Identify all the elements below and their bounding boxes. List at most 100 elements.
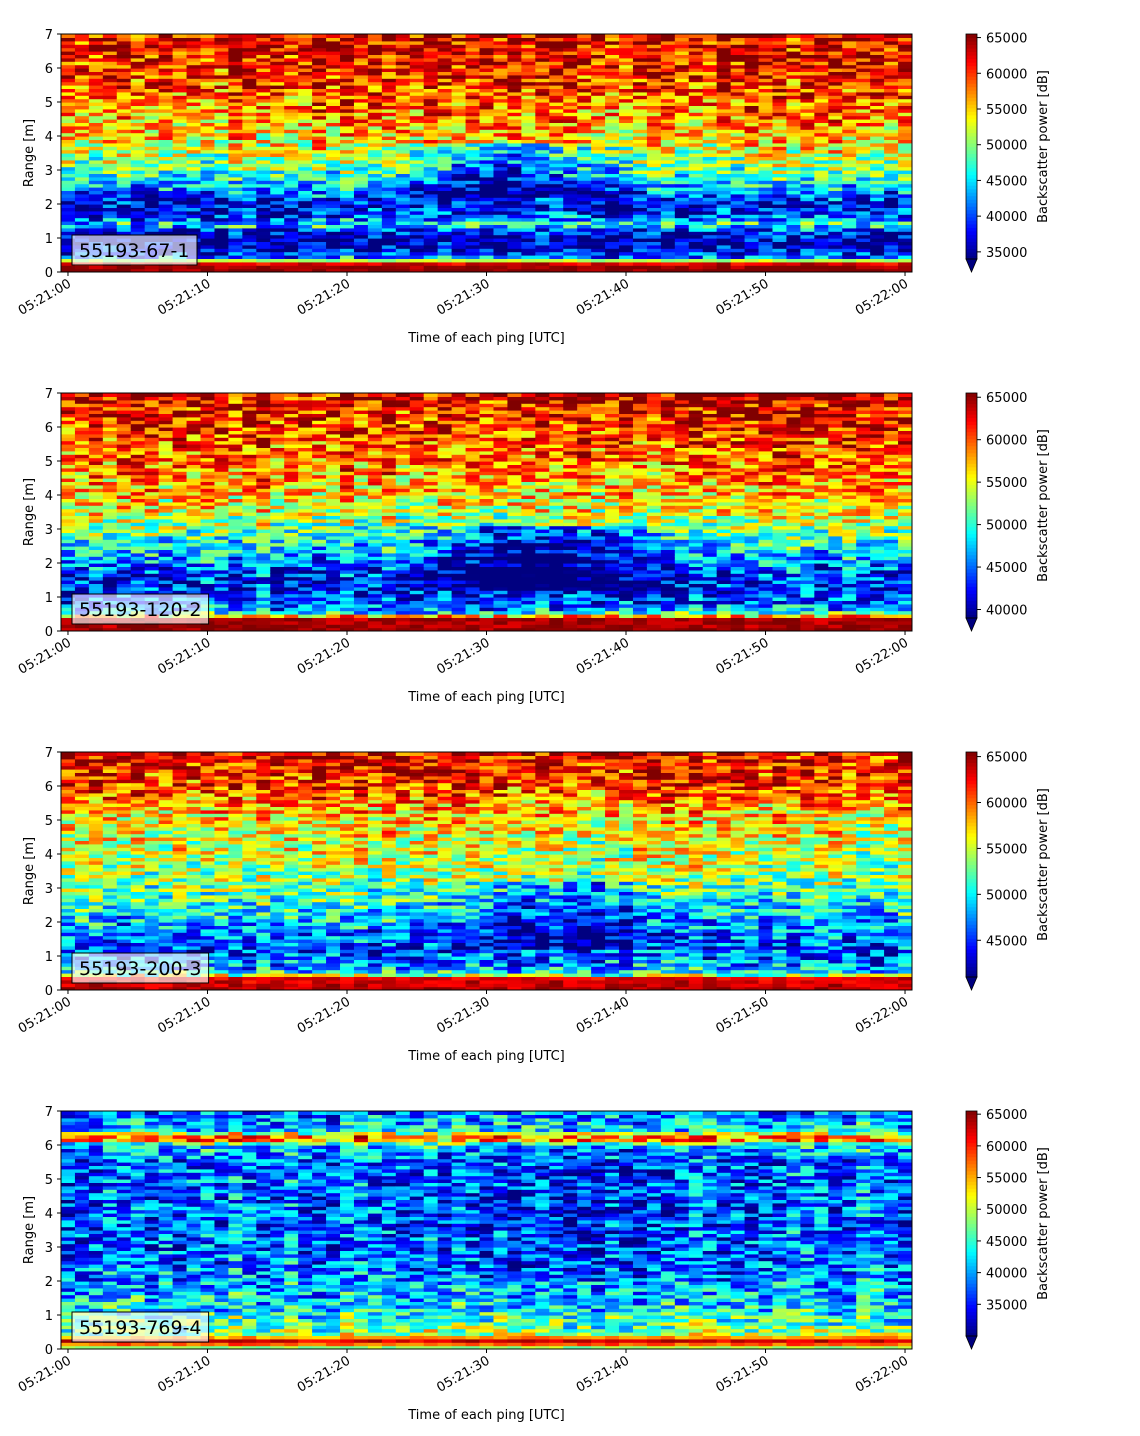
heatmap-cell xyxy=(619,34,634,38)
heatmap-cell xyxy=(479,234,495,239)
heatmap-cell xyxy=(884,129,899,134)
heatmap-cell xyxy=(102,624,118,629)
heatmap-cell xyxy=(88,491,104,496)
heatmap-cell xyxy=(786,156,801,161)
heatmap-cell xyxy=(702,183,718,188)
heatmap-cell xyxy=(856,34,871,38)
heatmap-cell xyxy=(367,221,383,225)
heatmap-cell xyxy=(730,119,746,123)
heatmap-cell xyxy=(144,139,160,144)
heatmap-cell xyxy=(61,170,76,174)
heatmap-cell xyxy=(856,221,871,225)
heatmap-cell xyxy=(88,153,104,157)
heatmap-cell xyxy=(214,47,230,52)
heatmap-cell xyxy=(326,37,341,42)
heatmap-cell xyxy=(395,166,411,171)
heatmap-cell xyxy=(758,115,774,120)
heatmap-cell xyxy=(591,78,606,83)
heatmap-cell xyxy=(619,81,634,86)
heatmap-cell xyxy=(772,47,788,52)
heatmap-cell xyxy=(884,193,899,198)
heatmap-cell xyxy=(730,224,746,229)
heatmap-cell xyxy=(409,166,425,171)
heatmap-cell xyxy=(298,197,313,202)
heatmap-cell xyxy=(144,556,160,561)
heatmap-cell xyxy=(409,40,425,45)
heatmap-cell xyxy=(353,258,369,263)
heatmap-cell xyxy=(646,122,662,127)
heatmap-cell xyxy=(674,156,690,161)
heatmap-cell xyxy=(437,217,453,222)
heatmap-cell xyxy=(395,251,411,256)
heatmap-cell xyxy=(74,539,90,544)
heatmap-cell xyxy=(772,173,788,178)
heatmap-cell xyxy=(744,91,760,96)
heatmap-cell xyxy=(116,474,132,479)
heatmap-cell xyxy=(423,125,439,130)
heatmap-cell xyxy=(744,132,760,137)
heatmap-cell xyxy=(172,498,188,503)
heatmap-cell xyxy=(646,105,662,110)
heatmap-cell xyxy=(381,238,397,242)
heatmap-cell xyxy=(646,227,662,232)
heatmap-cell xyxy=(312,261,327,266)
heatmap-cell xyxy=(326,139,341,144)
heatmap-cell xyxy=(409,207,425,212)
heatmap-cell xyxy=(340,261,355,266)
heatmap-cell xyxy=(605,54,620,59)
heatmap-cell xyxy=(800,95,815,100)
heatmap-cell xyxy=(102,149,118,154)
heatmap-cell xyxy=(242,64,257,69)
colorbar-segment xyxy=(966,135,977,140)
heatmap-cell xyxy=(730,166,746,171)
heatmap-cell xyxy=(423,37,439,42)
heatmap-cell xyxy=(772,61,788,66)
heatmap-cell xyxy=(61,597,76,601)
heatmap-cell xyxy=(102,457,118,462)
heatmap-cell xyxy=(688,142,704,147)
heatmap-cell xyxy=(605,207,620,212)
heatmap-cell xyxy=(493,112,509,117)
colorbar-tick-label: 65000 xyxy=(986,32,1027,47)
heatmap-cell xyxy=(772,129,788,134)
heatmap-cell xyxy=(702,255,718,259)
heatmap-cell xyxy=(116,200,132,205)
heatmap-cell xyxy=(130,542,146,547)
heatmap-cell xyxy=(312,81,327,86)
heatmap-cell xyxy=(130,40,146,45)
heatmap-cell xyxy=(842,268,857,272)
heatmap-cell xyxy=(214,34,230,38)
heatmap-cell xyxy=(423,238,439,242)
heatmap-cell xyxy=(312,214,327,219)
colorbar-segment xyxy=(966,104,977,109)
heatmap-cell xyxy=(660,119,676,123)
heatmap-cell xyxy=(479,255,495,259)
heatmap-cell xyxy=(186,122,202,127)
heatmap-cell xyxy=(172,146,188,151)
heatmap-cell xyxy=(158,95,174,100)
heatmap-cell xyxy=(493,204,509,208)
heatmap-cell xyxy=(549,95,564,100)
heatmap-cell xyxy=(646,258,662,263)
heatmap-cell xyxy=(535,231,550,236)
heatmap-cell xyxy=(800,170,815,174)
heatmap-cell xyxy=(381,105,397,110)
heatmap-cell xyxy=(340,255,355,259)
heatmap-cell xyxy=(367,115,383,120)
heatmap-cell xyxy=(130,416,146,421)
heatmap-cell xyxy=(256,40,271,45)
heatmap-cell xyxy=(688,153,704,157)
colorbar-segment xyxy=(966,241,977,246)
heatmap-cell xyxy=(702,78,718,83)
heatmap-cell xyxy=(674,244,690,249)
heatmap-cell xyxy=(646,34,662,38)
heatmap-cell xyxy=(353,102,369,106)
heatmap-cell xyxy=(172,515,188,520)
heatmap-cell xyxy=(884,224,899,229)
heatmap-cell xyxy=(116,573,132,578)
heatmap-cell xyxy=(423,142,439,147)
heatmap-cell xyxy=(367,183,383,188)
heatmap-cell xyxy=(172,532,188,537)
heatmap-cell xyxy=(61,399,76,404)
heatmap-cell xyxy=(158,529,174,533)
